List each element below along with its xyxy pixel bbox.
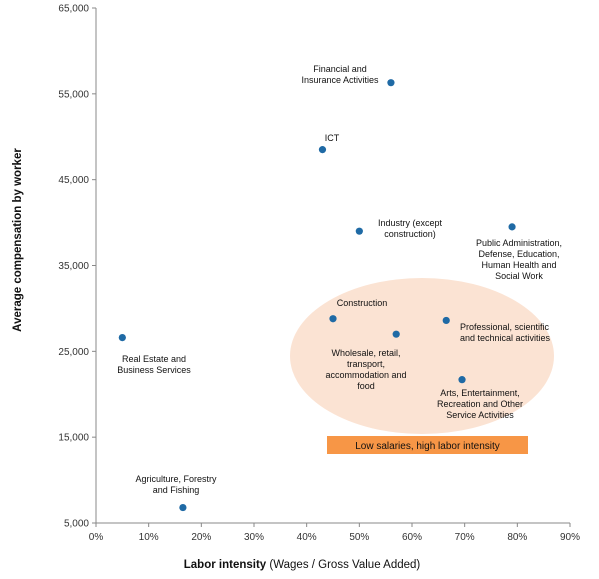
point-label: Wholesale, retail, transport, accommodatio… bbox=[325, 348, 406, 391]
y-tick-label: 15,000 bbox=[58, 433, 89, 444]
point-label-line: Construction bbox=[337, 298, 388, 308]
axes: 5,000 15,000 25,000 35,000 45,000 55,000 65,00… bbox=[58, 4, 580, 544]
point-label: Arts, Entertainment, Recreation and Other… bbox=[437, 388, 523, 420]
x-tick-label: 90% bbox=[560, 532, 580, 543]
data-points bbox=[118, 79, 516, 512]
data-point bbox=[387, 79, 395, 87]
point-label: Agriculture, Forestry and Fishing bbox=[135, 474, 217, 495]
x-tick-label: 60% bbox=[402, 532, 422, 543]
point-label: ICT bbox=[325, 133, 340, 143]
point-label: Industry (except construction) bbox=[378, 218, 443, 239]
point-label-line: food bbox=[357, 381, 375, 391]
point-label-line: Insurance Activities bbox=[301, 75, 379, 85]
x-tick-label: 50% bbox=[349, 532, 369, 543]
point-label-line: ICT bbox=[325, 133, 340, 143]
y-tick-label: 5,000 bbox=[64, 519, 89, 530]
x-tick-label: 70% bbox=[455, 532, 475, 543]
y-tick-label: 55,000 bbox=[58, 89, 89, 100]
point-label: Real Estate and Business Services bbox=[117, 354, 191, 375]
data-point bbox=[458, 376, 466, 384]
point-label-line: and Fishing bbox=[153, 485, 200, 495]
x-tick-label: 20% bbox=[191, 532, 211, 543]
x-tick-label: 80% bbox=[507, 532, 527, 543]
data-point bbox=[355, 227, 363, 235]
point-label-line: Wholesale, retail, bbox=[331, 348, 400, 358]
data-point bbox=[318, 146, 327, 154]
point-label-line: Recreation and Other bbox=[437, 399, 523, 409]
x-axis-title: Labor intensity (Wages / Gross Value Add… bbox=[184, 559, 421, 571]
point-label: Public Administration, Defense, Education… bbox=[476, 238, 562, 281]
data-point bbox=[392, 330, 400, 338]
point-label-line: Agriculture, Forestry bbox=[135, 474, 217, 484]
x-tick-label: 30% bbox=[244, 532, 264, 543]
point-label-line: construction) bbox=[384, 229, 436, 239]
data-point bbox=[508, 223, 516, 231]
point-label-line: Human Health and bbox=[481, 260, 556, 270]
data-point bbox=[179, 503, 187, 512]
point-label-line: and technical activities bbox=[460, 333, 551, 343]
y-tick-label: 45,000 bbox=[58, 175, 89, 186]
data-point bbox=[118, 334, 126, 342]
point-label-line: Public Administration, bbox=[476, 238, 562, 248]
highlight-banner-label: Low salaries, high labor intensity bbox=[355, 441, 500, 452]
y-tick-label: 25,000 bbox=[58, 347, 89, 358]
data-point bbox=[329, 315, 337, 323]
x-tick-label: 10% bbox=[139, 532, 159, 543]
point-label-line: Professional, scientific bbox=[460, 322, 550, 332]
point-label: Financial and Insurance Activities bbox=[301, 64, 379, 85]
point-label-line: Real Estate and bbox=[122, 354, 186, 364]
point-label-line: Financial and bbox=[313, 64, 367, 74]
y-axis-title: Average compensation by worker bbox=[12, 148, 24, 332]
y-tick-label: 65,000 bbox=[58, 4, 89, 15]
highlight-layer: Low salaries, high labor intensity bbox=[290, 278, 554, 454]
point-label-line: transport, bbox=[347, 359, 385, 369]
point-label-line: Defense, Education, bbox=[478, 249, 559, 259]
point-label-line: Business Services bbox=[117, 365, 191, 375]
x-axis-title-main: Labor intensity bbox=[184, 559, 267, 571]
y-tick-label: 35,000 bbox=[58, 261, 89, 272]
point-label: Professional, scientific and technical ac… bbox=[460, 322, 551, 343]
highlight-ellipse bbox=[290, 278, 554, 434]
x-axis-title-detail: (Wages / Gross Value Added) bbox=[266, 559, 420, 571]
data-point bbox=[442, 316, 450, 325]
point-label-line: Industry (except bbox=[378, 218, 443, 228]
point-label: Construction bbox=[337, 298, 388, 308]
x-tick-label: 40% bbox=[297, 532, 317, 543]
point-labels: Financial and Insurance Activities ICT Indu… bbox=[117, 64, 562, 495]
point-label-line: Social Work bbox=[495, 271, 543, 281]
highlight-banner bbox=[327, 436, 528, 454]
point-label-line: accommodation and bbox=[325, 370, 406, 380]
point-label-line: Service Activities bbox=[446, 410, 514, 420]
x-tick-label: 0% bbox=[89, 532, 104, 543]
point-label-line: Arts, Entertainment, bbox=[440, 388, 520, 398]
